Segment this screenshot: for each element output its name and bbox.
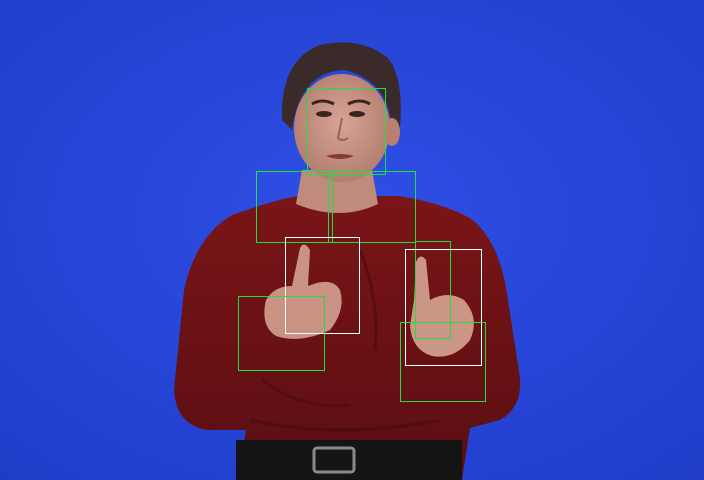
ear [384,118,400,146]
left-eye [316,111,332,117]
face [294,74,390,182]
nose [336,117,349,141]
mouth [326,154,354,159]
sweater-shading [249,249,441,432]
hair [281,42,401,130]
sweater-torso [174,196,521,480]
left-hand [264,244,342,339]
belt [236,440,462,480]
brows [311,99,371,106]
right-hand [410,256,474,357]
belt-buckle [312,446,356,474]
neck [296,170,378,213]
right-eye [349,111,365,117]
